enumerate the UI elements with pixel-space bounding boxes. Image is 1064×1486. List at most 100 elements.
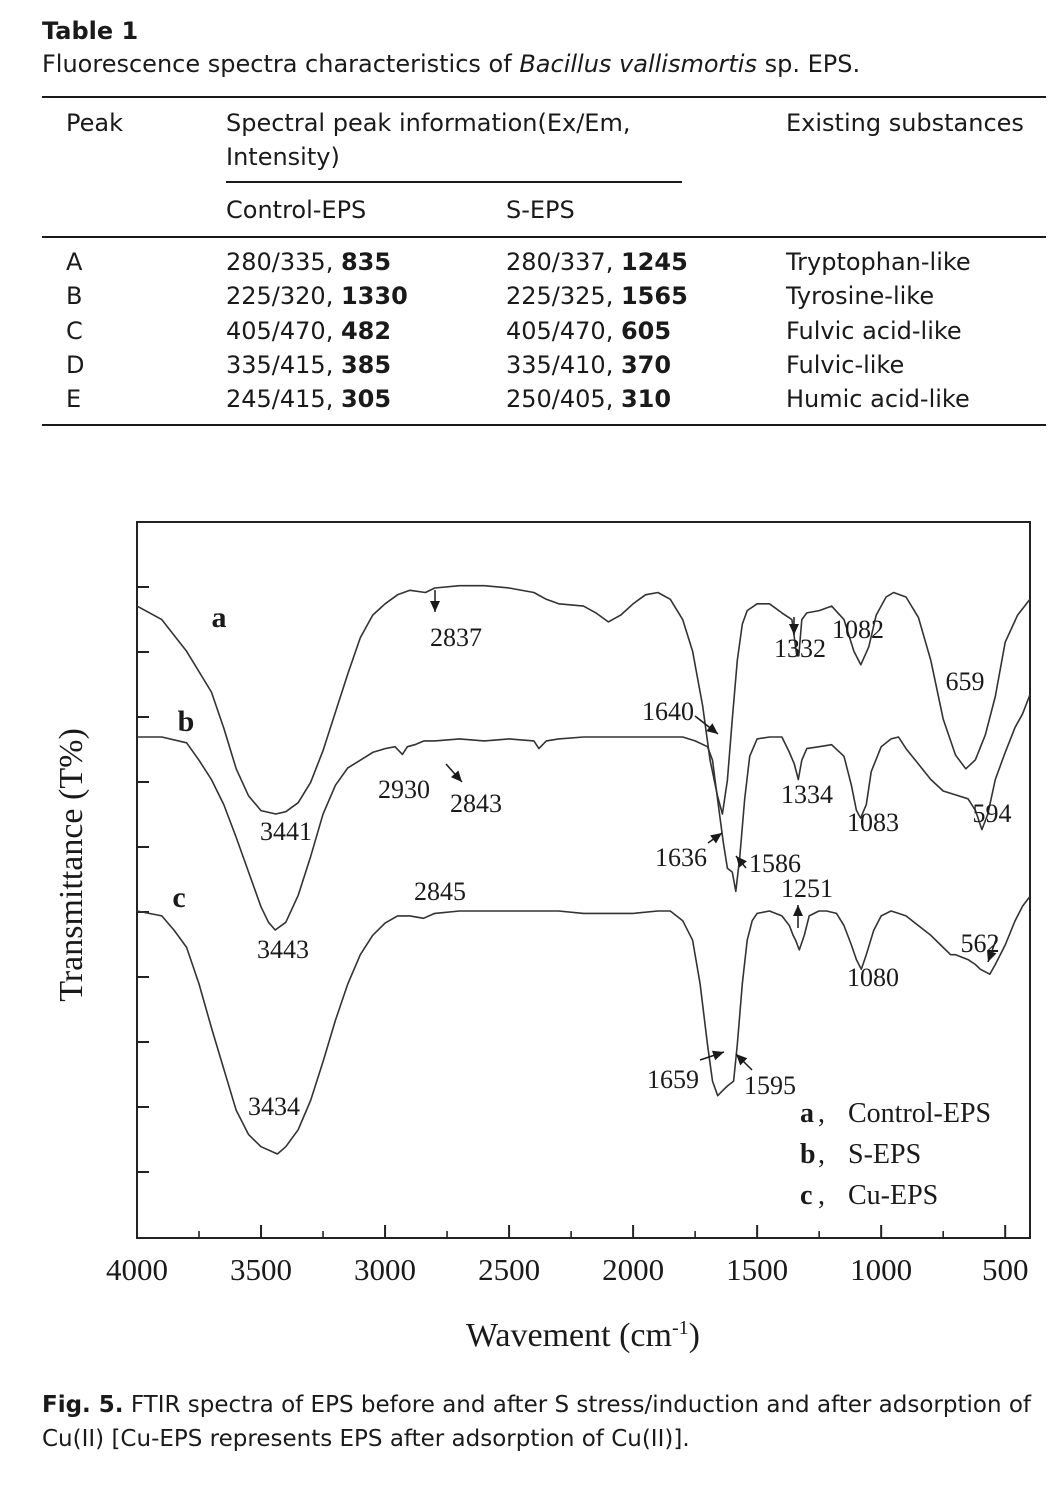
legend-separator: , <box>818 1098 825 1129</box>
header-control-eps: Control-EPS <box>226 196 367 224</box>
row-s-eps: 405/470, 605 <box>506 314 671 348</box>
x-axis-title-close: ) <box>689 1317 700 1354</box>
table-top-rule <box>42 96 1046 98</box>
s-intensity: 370 <box>620 350 672 379</box>
peak-label-1251: 1251 <box>781 874 833 903</box>
control-position: 225/320, <box>226 282 341 311</box>
s-position: 405/470, <box>506 316 621 345</box>
peak-label-3434: 3434 <box>248 1092 300 1121</box>
figure-caption-text: FTIR spectra of EPS before and after S s… <box>42 1392 1032 1452</box>
x-axis-title-main: Wavement (cm <box>466 1317 672 1354</box>
peak-arrow-head <box>736 856 747 868</box>
peak-label-3443: 3443 <box>257 935 309 964</box>
peak-label-659: 659 <box>946 667 985 696</box>
row-control-eps: 335/415, 385 <box>226 348 391 382</box>
control-intensity: 305 <box>340 385 392 414</box>
peak-label-2837: 2837 <box>430 623 482 652</box>
x-tick-label: 1000 <box>850 1252 912 1287</box>
s-intensity: 1245 <box>620 248 688 276</box>
peak-arrow-head <box>450 770 462 782</box>
peak-label-1640: 1640 <box>642 697 694 726</box>
row-substance: Fulvic acid-like <box>786 316 962 345</box>
table-header-bottom-rule <box>42 236 1046 238</box>
control-intensity: 482 <box>340 316 392 345</box>
peak-label-1636: 1636 <box>655 843 707 872</box>
s-intensity: 310 <box>620 385 672 414</box>
s-position: 225/325, <box>506 282 621 311</box>
row-substance: Humic acid-like <box>786 385 970 414</box>
series-layer: a b c <box>136 584 1031 1155</box>
legend-label-a: Control-EPS <box>848 1098 991 1129</box>
s-intensity: 605 <box>620 316 672 345</box>
s-position: 335/410, <box>506 350 621 379</box>
row-substance: Tyrosine-like <box>786 282 935 311</box>
legend-key-b: b <box>800 1139 816 1170</box>
table-1: Table 1 Fluorescence spectra characteris… <box>42 16 1046 80</box>
peak-arrow-head <box>711 1050 724 1061</box>
peak-arrow-head <box>710 833 722 844</box>
x-tick-label: 4000 <box>106 1252 168 1287</box>
peak-label-2843: 2843 <box>450 789 502 818</box>
control-intensity: 385 <box>340 350 392 379</box>
control-position: 245/415, <box>226 385 341 414</box>
x-axis-title-superscript: -1 <box>672 1317 689 1339</box>
table-caption-species: Bacillus vallismortis <box>519 50 757 78</box>
x-axis-title: Wavement (cm-1) <box>466 1317 700 1354</box>
y-axis-title: Transmittance (T%) <box>53 728 90 1002</box>
s-position: 280/337, <box>506 248 621 276</box>
row-peak: D <box>66 350 85 379</box>
peak-label-1595: 1595 <box>744 1071 796 1100</box>
peak-arrow-head <box>987 949 997 962</box>
header-substances: Existing substances <box>786 109 1024 137</box>
peak-arrow-head <box>793 905 803 916</box>
x-tick-label: 2000 <box>602 1252 664 1287</box>
row-control-eps: 405/470, 482 <box>226 314 391 348</box>
table-bottom-rule <box>42 424 1046 426</box>
peak-label-1586: 1586 <box>749 849 801 878</box>
x-tick-label: 3500 <box>230 1252 292 1287</box>
peak-arrow-head <box>706 723 718 734</box>
row-control-eps: 225/320, 1330 <box>226 279 408 313</box>
table-caption-suffix: sp. EPS. <box>756 50 861 78</box>
peak-label-2930: 2930 <box>378 775 430 804</box>
row-control-eps: 245/415, 305 <box>226 382 391 416</box>
row-peak: B <box>66 282 83 311</box>
control-intensity: 835 <box>340 248 392 276</box>
series-line-a <box>136 584 1031 815</box>
peak-label-1082: 1082 <box>832 615 884 644</box>
table-subheader-rule <box>226 181 682 183</box>
peak-label-594: 594 <box>973 799 1012 828</box>
plot-border <box>136 521 1031 1239</box>
row-s-eps: 225/325, 1565 <box>506 279 688 313</box>
s-intensity: 1565 <box>620 282 688 311</box>
header-spectral-line2: Intensity) <box>226 143 340 171</box>
figure-caption: Fig. 5. FTIR spectra of EPS before and a… <box>42 1388 1052 1456</box>
series-line-c <box>136 895 1031 1155</box>
legend-separator: , <box>818 1139 825 1170</box>
curve-label-a: a <box>212 601 227 634</box>
x-tick-label: 2500 <box>478 1252 540 1287</box>
table-caption-prefix: Fluorescence spectra characteristics of <box>42 50 520 78</box>
peak-label-1083: 1083 <box>847 808 899 837</box>
peak-label-1334: 1334 <box>781 780 833 809</box>
row-substance: Fulvic-like <box>786 350 905 379</box>
x-tick-label: 1500 <box>726 1252 788 1287</box>
row-s-eps: 280/337, 1245 <box>506 245 688 279</box>
row-s-eps: 335/410, 370 <box>506 348 671 382</box>
row-s-eps: 250/405, 310 <box>506 382 671 416</box>
control-position: 280/335, <box>226 248 341 276</box>
legend-key-a: a <box>800 1098 814 1129</box>
row-control-eps: 280/335, 835 <box>226 245 391 279</box>
s-position: 250/405, <box>506 385 621 414</box>
peak-label-3441: 3441 <box>260 817 312 846</box>
header-peak: Peak <box>66 109 123 137</box>
peak-arrow-head <box>736 1054 748 1066</box>
legend-key-c: c <box>800 1180 812 1211</box>
figure-caption-label: Fig. 5. <box>42 1392 124 1418</box>
x-tick-label: 500 <box>982 1252 1029 1287</box>
peak-label-2845: 2845 <box>414 877 466 906</box>
peak-arrow-head <box>789 624 799 635</box>
legend: a, Control-EPS b, S-EPS c, Cu-EPS <box>800 1098 991 1211</box>
